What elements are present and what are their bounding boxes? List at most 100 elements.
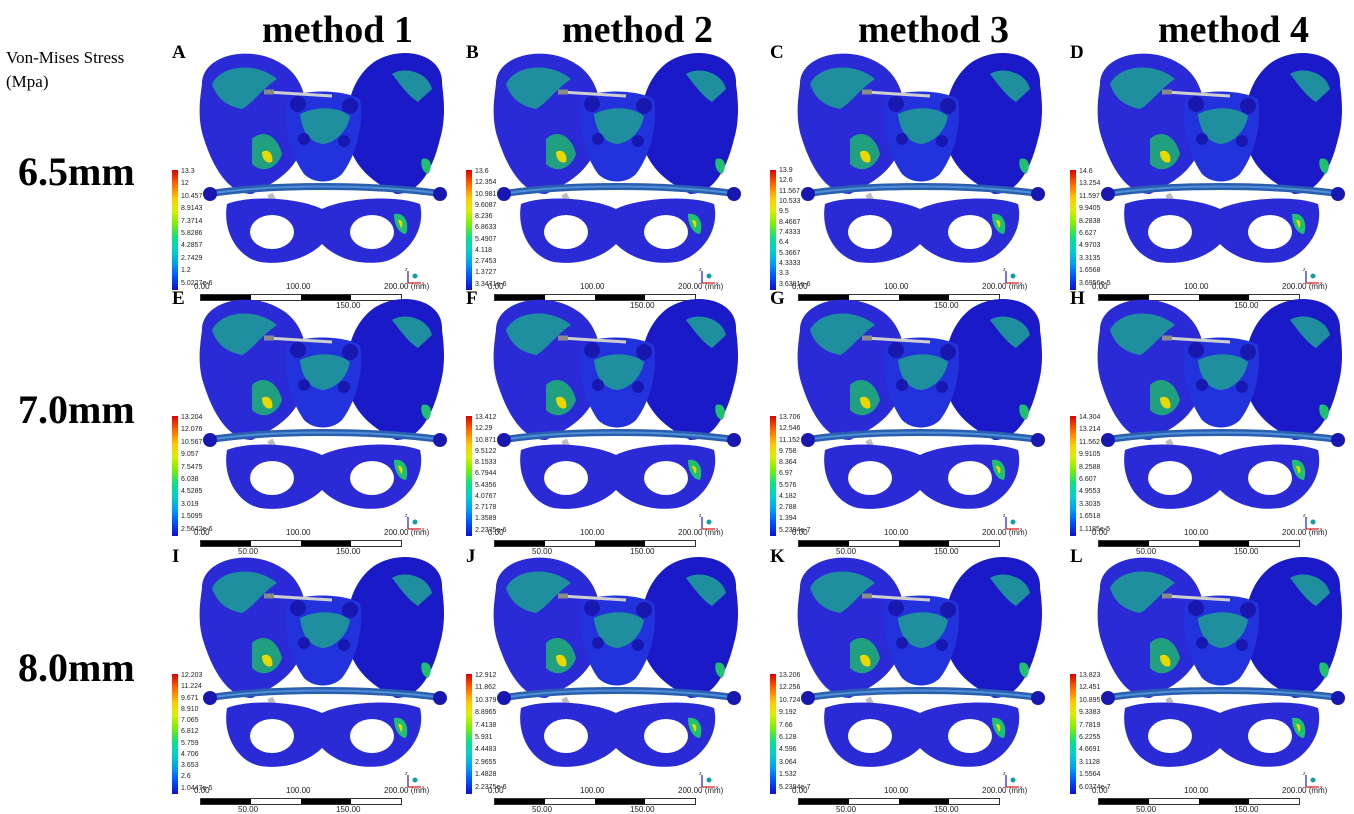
fea-panel-d: D 14.6 13.254 11.597 9.9405 8.2838 6.627 4.970… (1070, 42, 1354, 310)
legend-value: 5.4356 (475, 481, 497, 489)
legend-value: 1.394 (779, 515, 797, 523)
legend-values: 13.206 12.256 10.724 9.192 7.66 6.128 4.596 3.0… (779, 670, 811, 794)
legend-value: 8.9143 (181, 205, 203, 213)
legend-value: 9.6087 (475, 201, 497, 209)
scale-label-0: 0.00 (792, 528, 808, 537)
scale-bar: 0.00 100.00 200.00 (mm) 50.00 150.00 (194, 528, 432, 556)
pelvis-stress-model (493, 53, 741, 263)
legend-value: 13.412 (475, 414, 497, 421)
legend-color-bar (1070, 416, 1076, 536)
row-label-7-0mm: 7.0mm (18, 387, 135, 432)
legend-color-bar (172, 170, 178, 290)
pelvis-stress-model (199, 53, 447, 263)
legend-values: 13.204 12.076 10.567 9.057 7.5475 6.038 4.5285… (181, 412, 213, 536)
legend-value: 8.236 (475, 213, 493, 221)
legend-value: 12.29 (475, 425, 493, 433)
scale-label-200: 200.00 (mm) (384, 528, 430, 537)
svg-text:z: z (699, 513, 702, 519)
panel-letter: H (1070, 288, 1085, 309)
stress-title-line2: (Mpa) (6, 72, 49, 91)
legend-value: 10.895 (1079, 696, 1101, 704)
pelvis-stress-model (493, 557, 741, 767)
legend-value: 1.3589 (475, 515, 497, 523)
legend-value: 3.1128 (1079, 758, 1100, 766)
legend-values: 13.6 12.354 10.981 9.6087 8.236 6.8633 5.4907 4… (475, 166, 507, 290)
fea-panel-e: E 13.204 12.076 10.567 9.057 7.5475 6.038 4.52… (172, 288, 462, 556)
legend-value: 10.871 (475, 436, 497, 444)
axis-triad-icon: z x (1003, 267, 1023, 287)
scale-label-50: 50.00 (1136, 805, 1157, 814)
axis-triad-icon: z x (1003, 771, 1023, 791)
legend-values: 12.203 11.224 9.671 8.910 7.065 6.812 5.759 4.7… (181, 670, 213, 794)
legend-value: 3.3471e-6 (475, 280, 507, 288)
scale-label-150: 150.00 (1234, 301, 1259, 310)
fea-panel-h: H 14.304 13.214 11.562 9.9105 8.2588 6.607 4.9… (1070, 288, 1354, 556)
svg-text:x: x (1020, 527, 1023, 533)
legend-value: 4.6691 (1079, 746, 1101, 754)
svg-text:z: z (1303, 771, 1306, 777)
legend-color-bar (172, 416, 178, 536)
legend-values: 13.706 12.546 11.152 9.758 8.364 6.97 5.576 4.1… (779, 412, 811, 536)
scale-label-150: 150.00 (630, 805, 655, 814)
scale-label-0: 0.00 (488, 786, 504, 795)
legend-value: 3.019 (181, 500, 199, 508)
panel-letter: K (770, 546, 785, 567)
legend-value: 10.981 (475, 190, 497, 198)
legend-value: 4.5285 (181, 488, 203, 496)
fea-panel-b: B 13.6 12.354 10.981 9.6087 8.236 6.8633 5.490… (466, 42, 756, 310)
legend-value: 13.706 (779, 414, 801, 421)
legend-value: 3.653 (181, 762, 199, 770)
scale-label-50: 50.00 (836, 805, 857, 814)
svg-text:x: x (716, 785, 719, 791)
scale-bar-graphic (200, 294, 402, 301)
legend-value: 2.2375e-6 (475, 526, 507, 534)
legend-value: 6.128 (779, 734, 797, 742)
column-header-method-1: method 1 (262, 9, 413, 51)
axis-triad-icon: z x (1003, 513, 1023, 533)
scale-label-100: 100.00 (580, 282, 605, 291)
legend-value: 12.6 (779, 177, 793, 185)
legend-color-bar (466, 416, 472, 536)
svg-text:z: z (405, 771, 408, 777)
scale-bar: 0.00 100.00 200.00 (mm) 50.00 150.00 (792, 528, 1030, 556)
scale-label-100: 100.00 (286, 786, 311, 795)
legend-value: 13.214 (1079, 426, 1101, 434)
legend-value: 9.192 (779, 709, 797, 717)
legend-value: 3.6301e-6 (779, 280, 811, 288)
scale-label-0: 0.00 (194, 282, 210, 291)
scale-label-0: 0.00 (1092, 528, 1108, 537)
legend-value: 10.533 (779, 197, 801, 205)
scale-label-150: 150.00 (934, 547, 959, 556)
scale-label-150: 150.00 (1234, 547, 1259, 556)
pelvis-stress-model (797, 299, 1045, 509)
pelvis-stress-model (199, 557, 447, 767)
legend-value: 2.2375e-6 (475, 783, 507, 791)
legend-value: 14.304 (1079, 414, 1101, 421)
legend-value: 8.8965 (475, 709, 497, 717)
legend-value: 1.3727 (475, 269, 497, 277)
svg-text:z: z (1303, 513, 1306, 519)
legend-values: 13.3 12 10.457 8.9143 7.3714 5.8286 4.2857 2.74… (181, 166, 213, 290)
legend-value: 3.064 (779, 758, 797, 766)
legend-value: 12.451 (1079, 684, 1101, 692)
legend-value: 13.206 (779, 672, 801, 679)
legend-value: 6.0374e-7 (1079, 783, 1111, 791)
legend-color-bar (172, 674, 178, 794)
svg-text:z: z (405, 513, 408, 519)
legend-values: 13.9 12.6 11.567 10.533 9.5 8.4667 7.4333 6.4 5.… (779, 166, 811, 290)
panel-letter: F (466, 288, 478, 309)
legend-value: 1.0447e-5 (181, 784, 213, 792)
legend-value: 8.1533 (475, 459, 497, 467)
legend-value: 13.823 (1079, 672, 1101, 679)
legend-value: 5.3667 (779, 249, 801, 257)
fea-panel-l: L 13.823 12.451 10.895 9.3383 7.7819 6.2255 4.… (1070, 546, 1354, 814)
legend-value: 7.4333 (779, 228, 801, 236)
svg-text:z: z (699, 771, 702, 777)
legend-value: 1.532 (779, 771, 797, 779)
stress-legend-title: Von-Mises Stress (Mpa) (6, 46, 124, 94)
panel-letter: A (172, 42, 186, 63)
scale-bar-graphic (1098, 294, 1300, 301)
legend-value: 5.2394e-7 (779, 526, 811, 534)
legend-value: 6.627 (1079, 230, 1097, 238)
svg-text:x: x (1020, 281, 1023, 287)
